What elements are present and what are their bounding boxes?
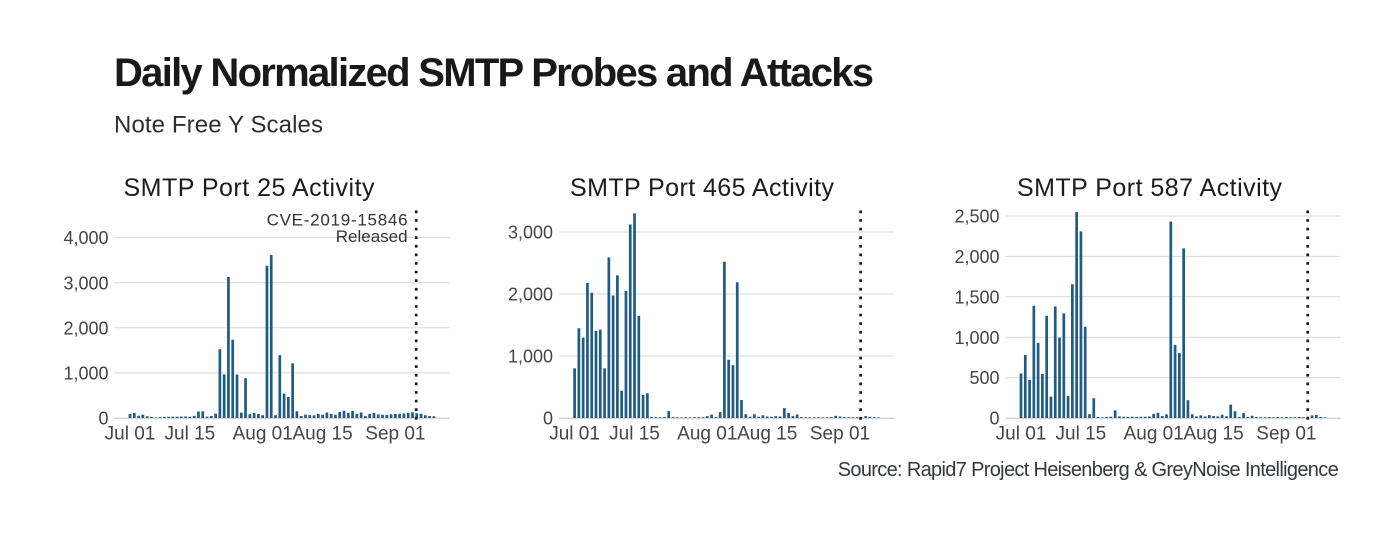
- svg-text:SMTP Port 465 Activity: SMTP Port 465 Activity: [570, 174, 835, 202]
- svg-text:0: 0: [98, 409, 108, 429]
- svg-text:Sep 01: Sep 01: [365, 424, 425, 445]
- svg-text:Jul 01: Jul 01: [105, 424, 156, 445]
- svg-text:Aug 01: Aug 01: [677, 424, 737, 445]
- svg-text:1,000: 1,000: [63, 364, 108, 384]
- svg-text:Aug 15: Aug 15: [292, 424, 352, 445]
- svg-text:Jul 15: Jul 15: [1056, 424, 1107, 445]
- svg-text:SMTP Port 587 Activity: SMTP Port 587 Activity: [1017, 174, 1283, 202]
- svg-text:0: 0: [989, 409, 999, 429]
- svg-text:Aug 01: Aug 01: [233, 424, 293, 445]
- svg-text:Jul 01: Jul 01: [549, 424, 600, 445]
- svg-text:Aug 01: Aug 01: [1124, 424, 1184, 445]
- svg-text:1,000: 1,000: [508, 347, 553, 367]
- svg-text:Source: Rapid7 Project Heisenb: Source: Rapid7 Project Heisenberg & Grey…: [838, 459, 1339, 481]
- svg-text:3,000: 3,000: [63, 273, 108, 293]
- svg-text:Sep 01: Sep 01: [810, 424, 870, 445]
- svg-text:Daily Normalized SMTP Probes a: Daily Normalized SMTP Probes and Attacks: [114, 51, 874, 95]
- svg-text:Jul 01: Jul 01: [996, 424, 1047, 445]
- svg-text:Jul 15: Jul 15: [165, 424, 216, 445]
- svg-text:CVE-2019-15846: CVE-2019-15846: [267, 210, 408, 229]
- svg-text:1,000: 1,000: [954, 328, 999, 348]
- svg-text:Released: Released: [336, 227, 408, 246]
- svg-text:1,500: 1,500: [954, 287, 999, 307]
- svg-text:Jul 15: Jul 15: [609, 424, 660, 445]
- svg-text:4,000: 4,000: [63, 228, 108, 248]
- svg-text:500: 500: [969, 368, 999, 388]
- svg-text:2,000: 2,000: [508, 285, 553, 305]
- svg-text:0: 0: [543, 409, 553, 429]
- svg-text:2,000: 2,000: [63, 318, 108, 338]
- svg-text:Aug 15: Aug 15: [1183, 424, 1243, 445]
- svg-text:SMTP Port 25 Activity: SMTP Port 25 Activity: [124, 174, 376, 202]
- svg-text:2,500: 2,500: [954, 207, 999, 227]
- svg-text:Aug 15: Aug 15: [737, 424, 797, 445]
- svg-text:Note Free Y Scales: Note Free Y Scales: [114, 112, 323, 139]
- svg-text:3,000: 3,000: [508, 223, 553, 243]
- svg-text:2,000: 2,000: [954, 247, 999, 267]
- svg-text:Sep 01: Sep 01: [1256, 424, 1316, 445]
